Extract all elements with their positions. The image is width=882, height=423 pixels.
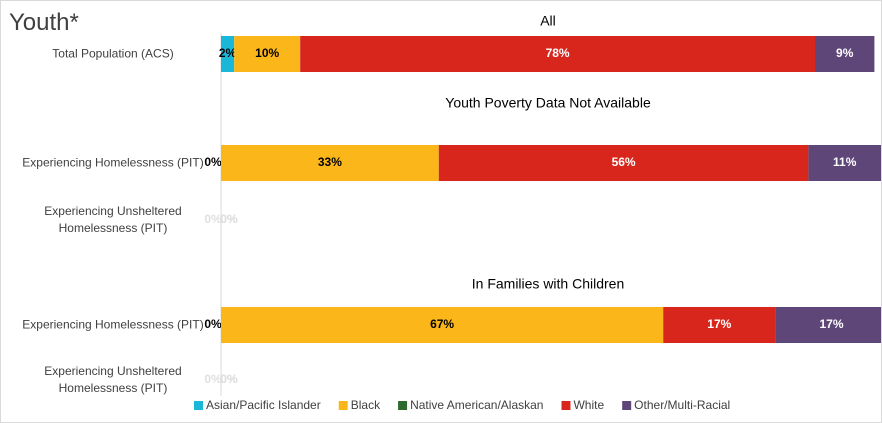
- data-label: 0%: [204, 155, 222, 169]
- data-label: 17%: [819, 317, 843, 331]
- data-label: 0%: [204, 212, 222, 226]
- data-label: 0%: [204, 372, 222, 386]
- data-label: 67%: [430, 317, 454, 331]
- group-heading: In Families with Children: [472, 276, 625, 292]
- bar-segment: [815, 36, 875, 72]
- data-label: 78%: [546, 46, 570, 60]
- data-label: 0%: [220, 372, 238, 386]
- data-label: 17%: [707, 317, 731, 331]
- data-label: 11%: [833, 155, 857, 169]
- legend-label: White: [573, 398, 604, 412]
- bar-segment: [221, 36, 235, 72]
- data-label: 33%: [318, 155, 342, 169]
- legend-label: Native American/Alaskan: [410, 398, 543, 412]
- legend-swatch: [622, 401, 632, 410]
- data-label: 0%: [220, 212, 238, 226]
- data-label: 0%: [220, 372, 238, 386]
- legend-label: Other/Multi-Racial: [634, 398, 730, 412]
- data-label: 0%: [204, 317, 222, 331]
- row-label: Experiencing Unsheltered Homelessness (P…: [44, 364, 182, 395]
- data-label: 0%: [220, 372, 238, 386]
- data-label: 0%: [220, 372, 238, 386]
- legend-swatch: [338, 401, 348, 410]
- legend-swatch: [398, 401, 408, 410]
- row-label: Experiencing Unsheltered Homelessness (P…: [44, 204, 182, 235]
- chart-title: Youth*: [9, 9, 79, 36]
- data-label: 56%: [612, 155, 636, 169]
- row-label: Total Population (ACS): [52, 46, 174, 61]
- row-label: Experiencing Homelessness (PIT): [22, 317, 204, 332]
- row-label: Experiencing Homelessness (PIT): [22, 155, 204, 170]
- bar-segment: [438, 145, 809, 181]
- group-heading: Youth Poverty Data Not Available: [445, 95, 651, 111]
- legend-swatch: [561, 401, 571, 410]
- bar-segment: [221, 145, 439, 181]
- bar-segment: [234, 36, 301, 72]
- bar-segment: [300, 36, 815, 72]
- data-label: 0%: [220, 212, 238, 226]
- bar-segment: [775, 307, 881, 343]
- group-heading: All: [540, 13, 556, 29]
- data-label: 0%: [220, 212, 238, 226]
- bar-segment: [808, 145, 881, 181]
- legend-label: Black: [351, 398, 381, 412]
- bar-segment: [221, 307, 664, 343]
- legend-label: Asian/Pacific Islander: [206, 398, 321, 412]
- data-label: 10%: [255, 46, 279, 60]
- data-label: 0%: [220, 212, 238, 226]
- data-label: 2%: [219, 46, 237, 60]
- bar-segment: [663, 307, 776, 343]
- legend-swatch: [194, 401, 203, 410]
- data-label: 9%: [836, 46, 854, 60]
